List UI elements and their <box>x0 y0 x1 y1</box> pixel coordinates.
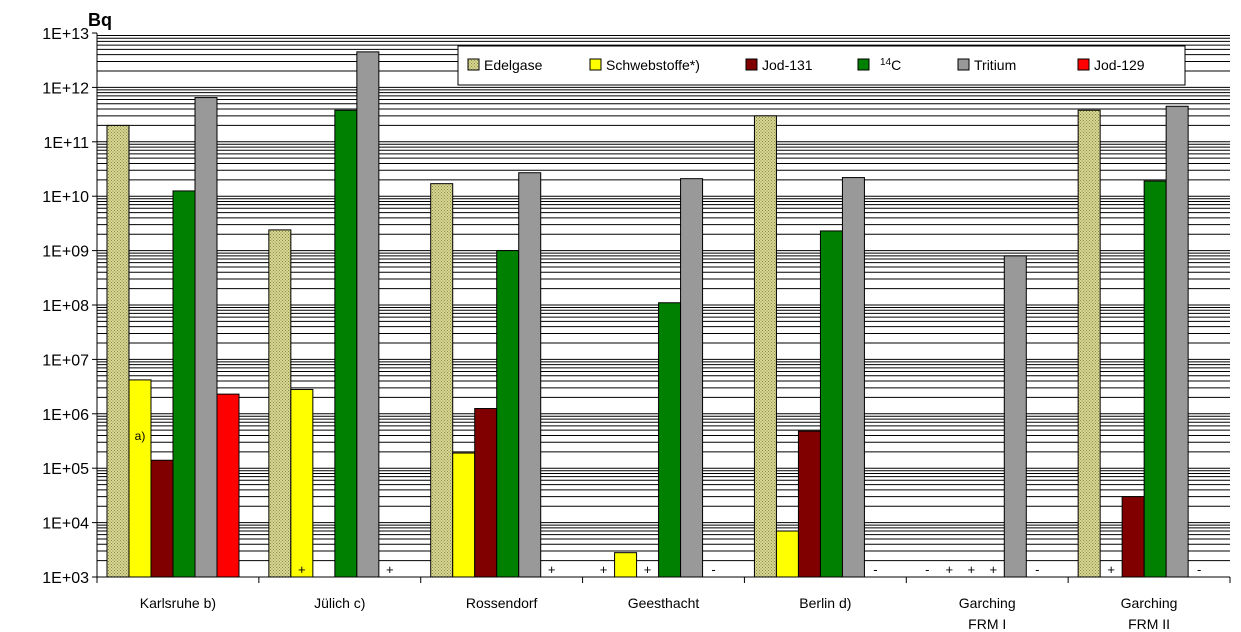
category-label-line2: FRM II <box>1128 616 1170 632</box>
bar-tritium <box>680 178 704 578</box>
bar-jod-129 <box>216 393 240 578</box>
legend-label: Jod-131 <box>762 57 813 73</box>
below-detection-marker: + <box>548 562 556 577</box>
category-label: Geesthacht <box>628 595 700 611</box>
legend-swatch <box>589 58 602 71</box>
bar-jod-131 <box>150 459 174 578</box>
category-label-line2: FRM I <box>968 616 1006 632</box>
bar-tritium <box>518 172 542 578</box>
bar-schwebstoffe- <box>290 388 314 578</box>
annotation: a) <box>135 429 146 443</box>
below-detection-marker: + <box>644 562 652 577</box>
axes <box>92 32 1231 583</box>
below-detection-marker: + <box>298 562 306 577</box>
below-detection-marker: + <box>1107 562 1115 577</box>
y-tick-label: 1E+07 <box>42 352 89 369</box>
category-label: Jülich c) <box>314 595 365 611</box>
y-tick-label: 1E+08 <box>42 298 89 315</box>
legend-box <box>457 45 1186 86</box>
legend-label: Schwebstoffe*) <box>606 57 700 73</box>
bar-schwebstoffe- <box>452 452 476 578</box>
category-label: Berlin d) <box>799 595 851 611</box>
bar-schwebstoffe- <box>128 379 152 578</box>
bar-tritium <box>356 51 380 578</box>
legend-label: Tritium <box>974 57 1016 73</box>
unit-label: Bq <box>88 10 112 30</box>
below-detection-marker: - <box>1035 562 1039 577</box>
bar-14c <box>819 230 843 578</box>
below-detection-marker: + <box>967 562 975 577</box>
bar-schwebstoffe- <box>614 552 638 578</box>
y-tick-label: 1E+03 <box>42 570 89 587</box>
legend-label: Jod-129 <box>1094 57 1145 73</box>
legend-swatch <box>857 58 870 71</box>
bar-14c <box>658 302 682 578</box>
category-labels: Karlsruhe b) Jülich c) Rossendorf Geesthach… <box>140 595 1178 632</box>
bar-edelgase <box>106 124 130 578</box>
below-detection-marker: - <box>873 562 877 577</box>
bar-tritium <box>1165 105 1189 578</box>
legend-swatch <box>957 58 970 71</box>
y-tick-label: 1E+09 <box>42 244 89 261</box>
y-tick-label: 1E+12 <box>42 80 89 97</box>
category-label: Garching <box>1121 595 1178 611</box>
bar-jod-131 <box>474 408 498 578</box>
bar-tritium <box>194 97 218 578</box>
below-detection-marker: + <box>945 562 953 577</box>
below-detection-marker: - <box>1197 562 1201 577</box>
markers: + + + + + - - - + + + - + - a) <box>135 429 1202 577</box>
category-label: Karlsruhe b) <box>140 595 216 611</box>
bar-schwebstoffe- <box>775 530 799 578</box>
bar-edelgase <box>753 115 777 578</box>
below-detection-marker: + <box>989 562 997 577</box>
legend: Edelgase Schwebstoffe*) Jod-131 14C Tritium J… <box>457 45 1186 86</box>
category-label: Garching <box>959 595 1016 611</box>
y-tick-label: 1E+10 <box>42 189 89 206</box>
legend-swatch <box>745 58 758 71</box>
y-tick-label: 1E+05 <box>42 461 89 478</box>
y-tick-label: 1E+11 <box>43 135 89 152</box>
bar-14c <box>496 250 520 578</box>
below-detection-marker: - <box>925 562 929 577</box>
y-tick-label: 1E+13 <box>42 26 89 43</box>
legend-swatch <box>1077 58 1090 71</box>
bar-edelgase <box>268 229 292 578</box>
y-tick-label: 1E+06 <box>42 407 89 424</box>
below-detection-marker: + <box>600 562 608 577</box>
below-detection-marker: + <box>386 562 394 577</box>
legend-label: 14C <box>880 57 901 73</box>
bar-edelgase <box>430 183 454 578</box>
bar-edelgase <box>1077 109 1101 578</box>
bar-tritium <box>1003 255 1027 578</box>
bar-tritium <box>841 177 865 578</box>
legend-swatch <box>467 58 480 71</box>
below-detection-marker: - <box>711 562 715 577</box>
y-tick-labels: 1E+03 1E+04 1E+05 1E+06 1E+07 1E+08 1E+09 1E+10… <box>42 26 89 587</box>
bar-14c <box>1143 180 1167 578</box>
y-tick-label: 1E+04 <box>42 516 89 533</box>
bar-14c <box>334 109 358 578</box>
bar-jod-131 <box>1121 496 1145 578</box>
bars <box>106 51 1189 578</box>
legend-label: Edelgase <box>484 57 543 73</box>
bar-jod-131 <box>797 430 821 578</box>
category-label: Rossendorf <box>466 595 538 611</box>
bar-14c <box>172 190 196 578</box>
